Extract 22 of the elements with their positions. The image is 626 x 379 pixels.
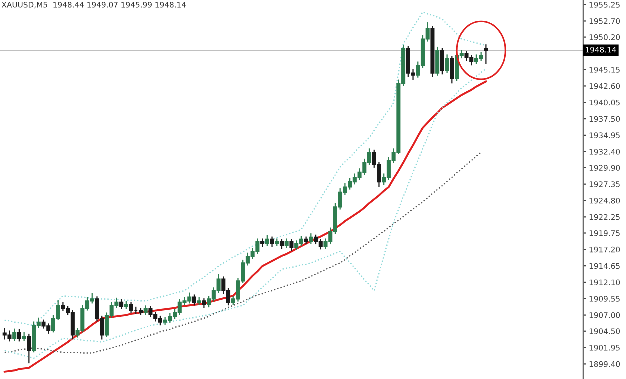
candlestick: [27, 333, 32, 364]
candlestick: [12, 328, 17, 342]
candlestick: [284, 238, 289, 249]
candlestick: [440, 48, 444, 76]
candlestick: [484, 44, 488, 65]
candlestick: [290, 238, 294, 252]
candlestick: [192, 294, 196, 306]
candlestick: [450, 55, 454, 84]
candlestick: [265, 234, 270, 247]
line-series: [4, 12, 487, 326]
candlestick: [436, 46, 440, 76]
candlestick: [120, 298, 124, 310]
candlestick: [22, 331, 26, 342]
candlestick: [17, 328, 22, 342]
candlestick: [129, 302, 134, 314]
line-series: [4, 152, 482, 354]
candlestick: [309, 233, 314, 246]
candlestick: [445, 54, 450, 74]
candlestick: [270, 236, 274, 248]
candlestick: [280, 238, 284, 250]
candlestick: [144, 305, 148, 316]
candlestick: [202, 298, 206, 309]
